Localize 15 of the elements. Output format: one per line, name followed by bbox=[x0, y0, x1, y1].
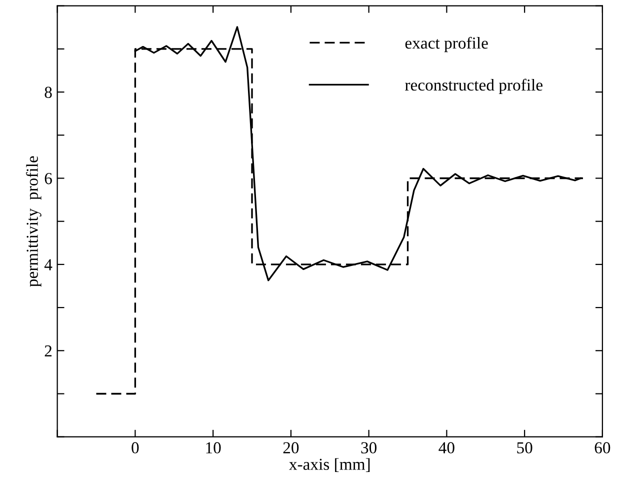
x-tick-label: 50 bbox=[517, 442, 532, 454]
y-tick-label: 8 bbox=[44, 86, 52, 98]
x-tick-label: 10 bbox=[206, 442, 221, 454]
x-tick-label: 60 bbox=[594, 442, 610, 454]
x-tick-label: 20 bbox=[283, 442, 299, 454]
x-tick-label: 0 bbox=[132, 442, 139, 454]
x-tick-label: 40 bbox=[438, 442, 454, 454]
y-axis-title: permittivity profile bbox=[26, 156, 42, 287]
x-tick-label: 30 bbox=[361, 442, 377, 454]
y-tick-label: 2 bbox=[44, 345, 52, 356]
x-axis-title: x-axis [mm] bbox=[289, 458, 370, 472]
y-tick-label: 4 bbox=[44, 259, 52, 270]
legend-label: reconstructed profile bbox=[405, 78, 542, 94]
legend-label: exact profile bbox=[405, 36, 488, 52]
y-tick-label: 6 bbox=[44, 172, 52, 184]
